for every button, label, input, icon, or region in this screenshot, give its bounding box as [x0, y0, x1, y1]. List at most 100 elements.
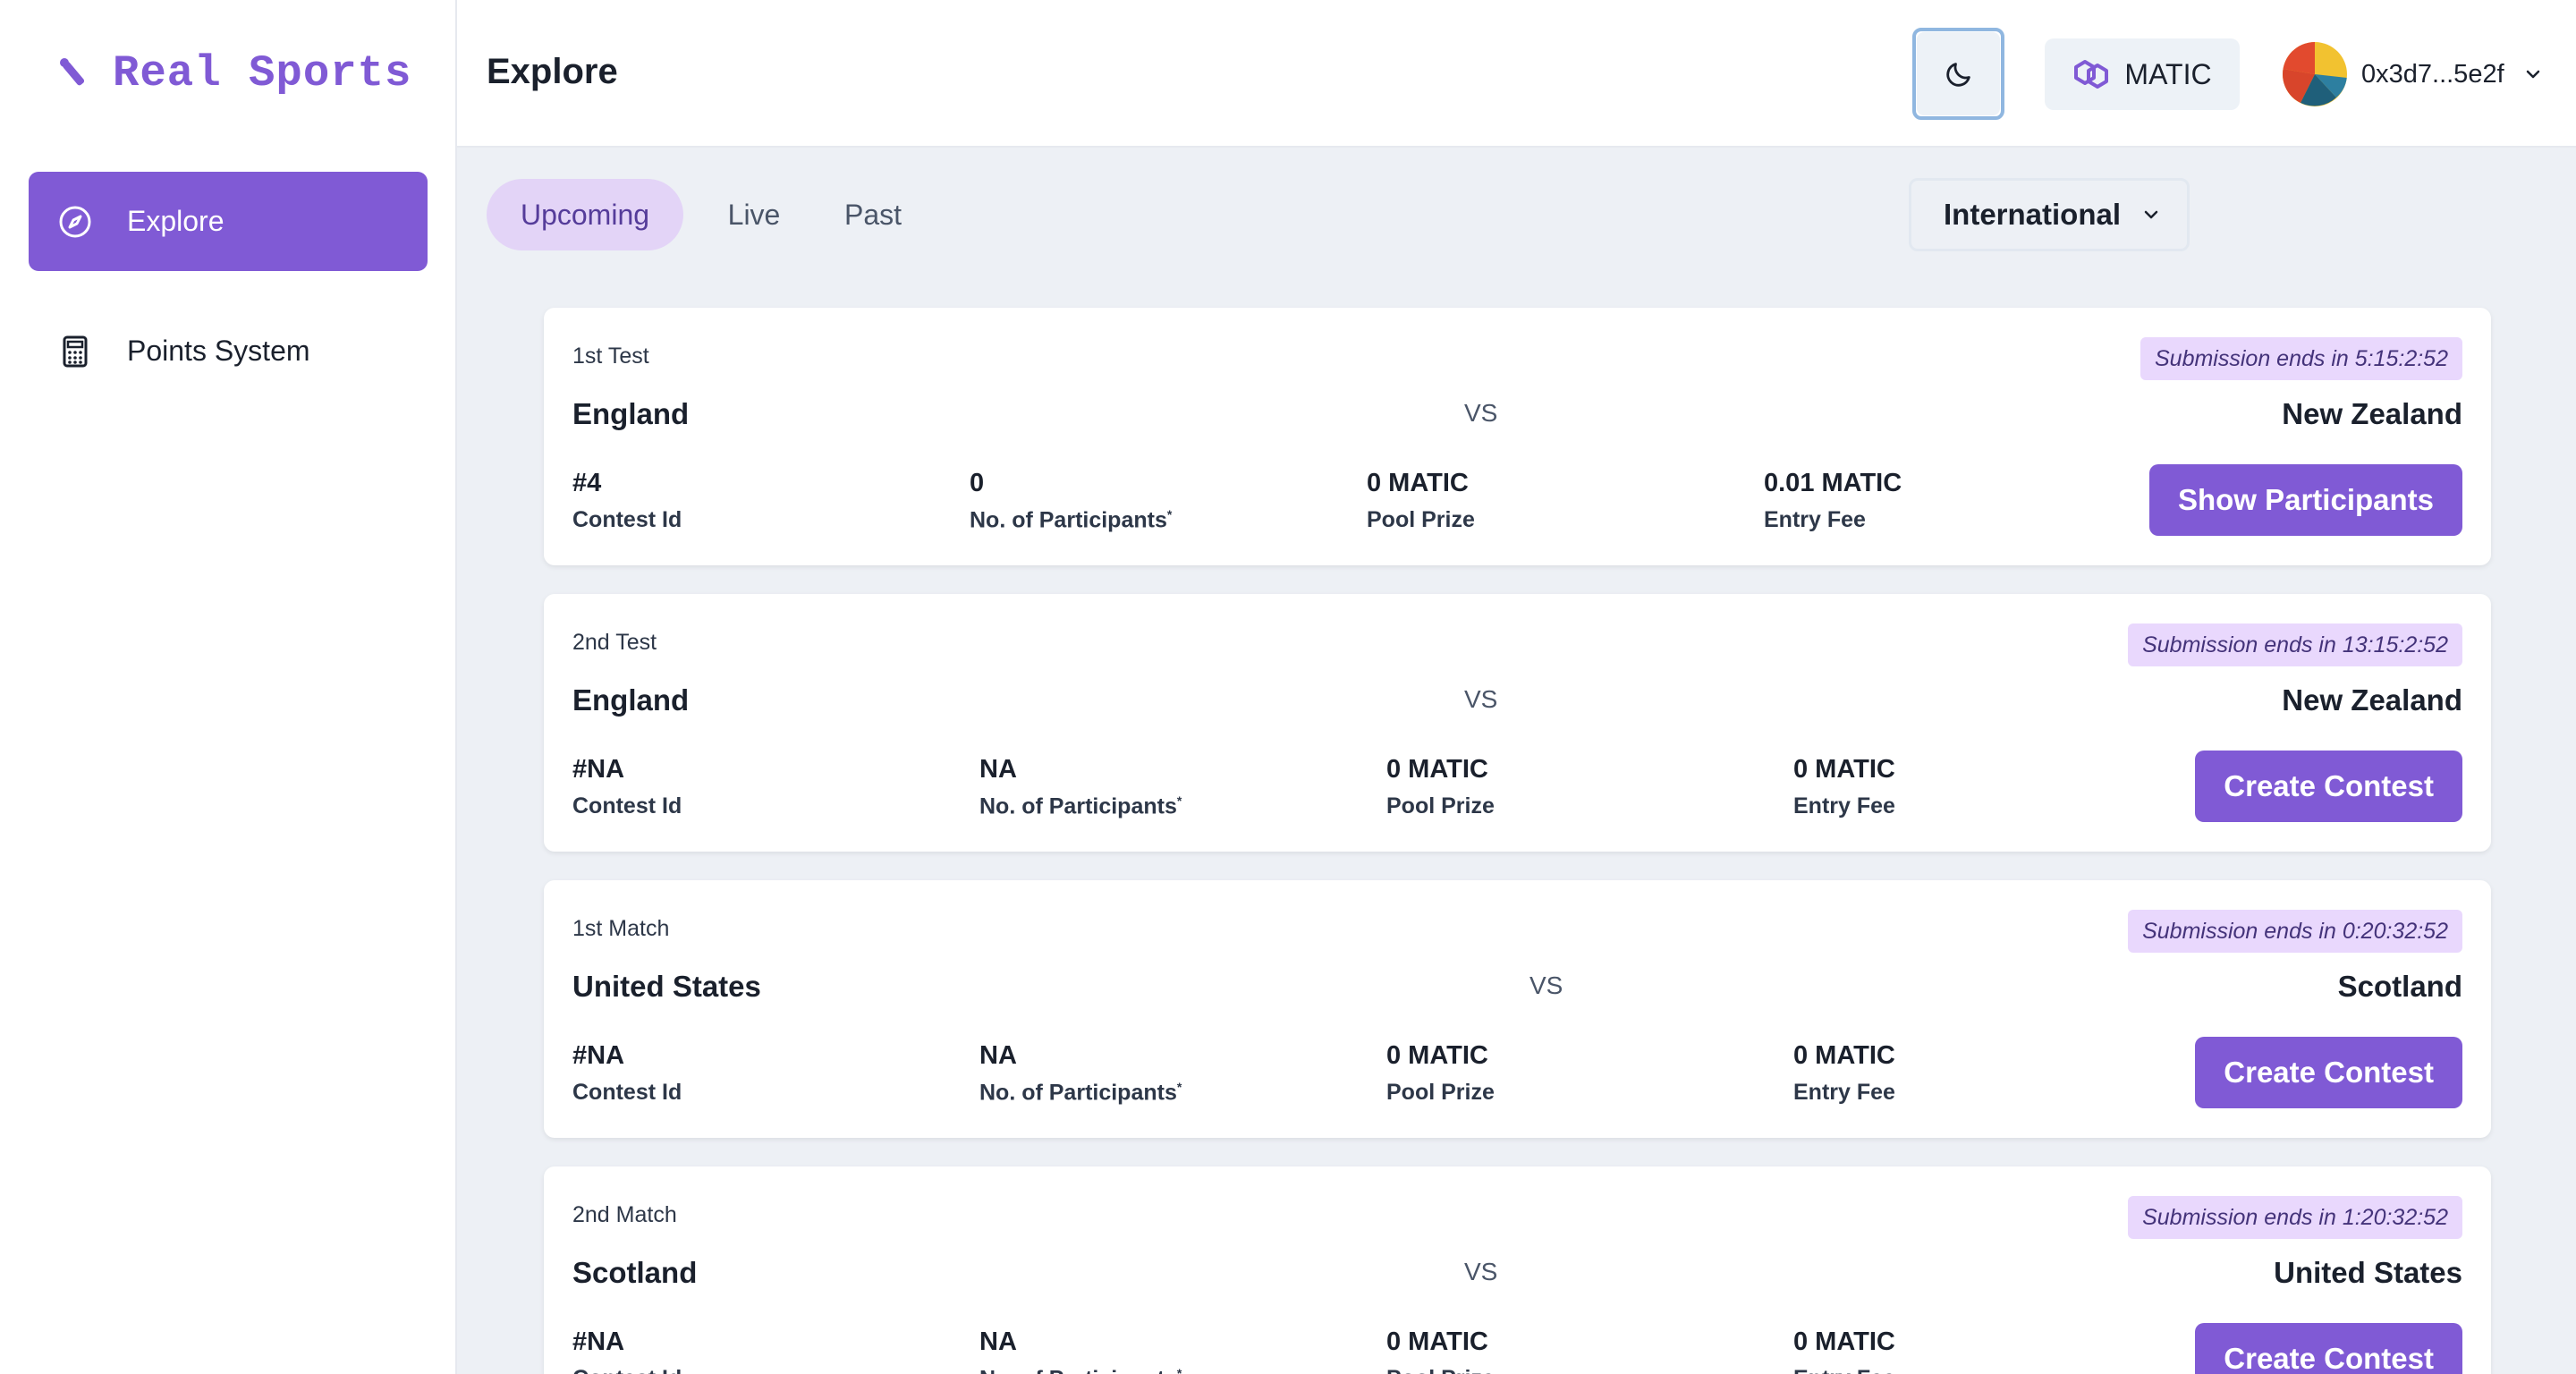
avatar — [2283, 42, 2347, 106]
entry-fee-value: 0.01 MATIC — [1764, 469, 1902, 497]
participants-value: NA — [979, 1327, 1017, 1356]
account-address: 0x3d7...5e2f — [2361, 59, 2504, 89]
entry-fee-value: 0 MATIC — [1793, 755, 1895, 784]
contest-id-label: Contest Id — [572, 1366, 682, 1374]
contest-id-value: #NA — [572, 1041, 625, 1070]
calculator-icon — [57, 334, 93, 369]
stat-contest-id: #NA Contest Id — [572, 755, 682, 819]
team-a: England — [572, 683, 690, 717]
theme-toggle-inner — [1917, 32, 2000, 115]
pool-prize-value: 0 MATIC — [1386, 1041, 1488, 1070]
pool-prize-label: Pool Prize — [1386, 1366, 1495, 1374]
participants-footnote-mark: * — [1166, 507, 1173, 522]
stat-entry-fee: 0 MATIC Entry Fee — [1793, 1327, 1895, 1374]
stat-contest-id: #NA Contest Id — [572, 1041, 682, 1106]
team-b: New Zealand — [2282, 683, 2462, 717]
app-name: Real Sports — [113, 48, 412, 98]
match-name: 2nd Match — [572, 1202, 677, 1227]
participants-label-text: No. of Participants — [970, 507, 1167, 533]
stat-entry-fee: 0.01 MATIC Entry Fee — [1764, 469, 1902, 533]
submission-badge: Submission ends in 1:20:32:52 — [2128, 1196, 2462, 1239]
vs-label: VS — [1464, 399, 1498, 427]
participants-label: No. of Participants* — [979, 1366, 1182, 1374]
main-content: Upcoming Live Past International 1st Tes… — [457, 148, 2576, 1374]
create-contest-button[interactable]: Create Contest — [2195, 1037, 2462, 1108]
submission-badge: Submission ends in 0:20:32:52 — [2128, 910, 2462, 953]
match-name: 1st Test — [572, 344, 649, 369]
participants-label-text: No. of Participants — [979, 793, 1177, 819]
tab-past[interactable]: Past — [843, 198, 902, 231]
vs-label: VS — [1464, 685, 1498, 713]
team-b: United States — [2274, 1256, 2462, 1289]
tab-upcoming[interactable]: Upcoming — [487, 179, 683, 250]
chevron-down-icon — [2144, 210, 2158, 219]
vs-label: VS — [1530, 971, 1563, 999]
participants-label: No. of Participants* — [979, 793, 1182, 819]
participants-label-text: No. of Participants — [979, 1080, 1177, 1106]
tab-live[interactable]: Live — [727, 198, 781, 231]
team-b: Scotland — [2337, 970, 2462, 1003]
submission-badge: Submission ends in 5:15:2:52 — [2140, 337, 2462, 380]
match-name: 1st Match — [572, 916, 670, 941]
contest-card: 2nd Match Submission ends in 1:20:32:52 … — [544, 1166, 2491, 1374]
team-b: New Zealand — [2282, 397, 2462, 430]
submission-badge: Submission ends in 13:15:2:52 — [2128, 623, 2462, 666]
stat-pool-prize: 0 MATIC Pool Prize — [1367, 469, 1475, 533]
sidebar-item-points-system[interactable]: Points System — [29, 301, 428, 401]
moon-icon — [1945, 62, 1970, 87]
create-contest-button[interactable]: Create Contest — [2195, 751, 2462, 822]
create-contest-button[interactable]: Create Contest — [2195, 1323, 2462, 1374]
pool-prize-label: Pool Prize — [1386, 1080, 1495, 1105]
cricket-bat-icon — [60, 58, 85, 86]
network-label: MATIC — [2124, 57, 2212, 90]
entry-fee-label: Entry Fee — [1793, 1080, 1895, 1105]
compass-icon — [57, 204, 93, 240]
participants-footnote-mark: * — [1176, 1366, 1182, 1374]
participants-value: 0 — [970, 469, 985, 497]
app-logo[interactable]: Real Sports — [57, 48, 411, 98]
participants-label: No. of Participants* — [970, 507, 1172, 533]
team-a: United States — [572, 970, 761, 1003]
contest-id-label: Contest Id — [572, 507, 682, 532]
entry-fee-label: Entry Fee — [1793, 1366, 1895, 1374]
team-a: England — [572, 397, 690, 430]
network-button[interactable]: MATIC — [2045, 38, 2240, 110]
stat-contest-id: #NA Contest Id — [572, 1327, 682, 1374]
page-title: Explore — [487, 52, 618, 91]
account-menu-button[interactable]: 0x3d7...5e2f — [2283, 41, 2544, 107]
participants-value: NA — [979, 755, 1017, 784]
stat-participants: 0 No. of Participants* — [970, 469, 1172, 533]
stat-pool-prize: 0 MATIC Pool Prize — [1386, 1327, 1495, 1374]
stat-participants: NA No. of Participants* — [979, 1041, 1182, 1106]
stat-entry-fee: 0 MATIC Entry Fee — [1793, 1041, 1895, 1106]
contest-card: 2nd Test Submission ends in 13:15:2:52 E… — [544, 594, 2491, 852]
stat-entry-fee: 0 MATIC Entry Fee — [1793, 755, 1895, 819]
participants-footnote-mark: * — [1176, 793, 1182, 808]
pool-prize-value: 0 MATIC — [1386, 755, 1488, 784]
participants-footnote-mark: * — [1176, 1080, 1182, 1094]
stat-participants: NA No. of Participants* — [979, 755, 1182, 819]
contest-id-label: Contest Id — [572, 1080, 682, 1105]
sidebar-item-label: Points System — [127, 335, 310, 367]
contest-id-value: #NA — [572, 755, 625, 784]
entry-fee-value: 0 MATIC — [1793, 1327, 1895, 1356]
pool-prize-value: 0 MATIC — [1367, 469, 1469, 497]
top-header: Explore MATIC 0x3d7...5e2f — [457, 0, 2576, 148]
polygon-icon — [2074, 60, 2109, 89]
contest-id-label: Contest Id — [572, 793, 682, 818]
sidebar-item-explore[interactable]: Explore — [29, 172, 428, 271]
pool-prize-label: Pool Prize — [1367, 507, 1475, 532]
stat-pool-prize: 0 MATIC Pool Prize — [1386, 755, 1495, 819]
participants-label: No. of Participants* — [979, 1080, 1182, 1106]
match-name: 2nd Test — [572, 630, 657, 655]
region-select[interactable]: International — [1909, 178, 2190, 251]
participants-label-text: No. of Participants — [979, 1366, 1177, 1374]
show-participants-button[interactable]: Show Participants — [2148, 464, 2462, 536]
team-a: Scotland — [572, 1256, 698, 1289]
theme-toggle-button[interactable] — [1912, 28, 2004, 120]
contest-card: 1st Match Submission ends in 0:20:32:52 … — [544, 880, 2491, 1138]
contest-id-value: #NA — [572, 1327, 625, 1356]
contest-card: 1st Test Submission ends in 5:15:2:52 En… — [544, 308, 2491, 565]
entry-fee-label: Entry Fee — [1793, 793, 1895, 818]
stat-pool-prize: 0 MATIC Pool Prize — [1386, 1041, 1495, 1106]
